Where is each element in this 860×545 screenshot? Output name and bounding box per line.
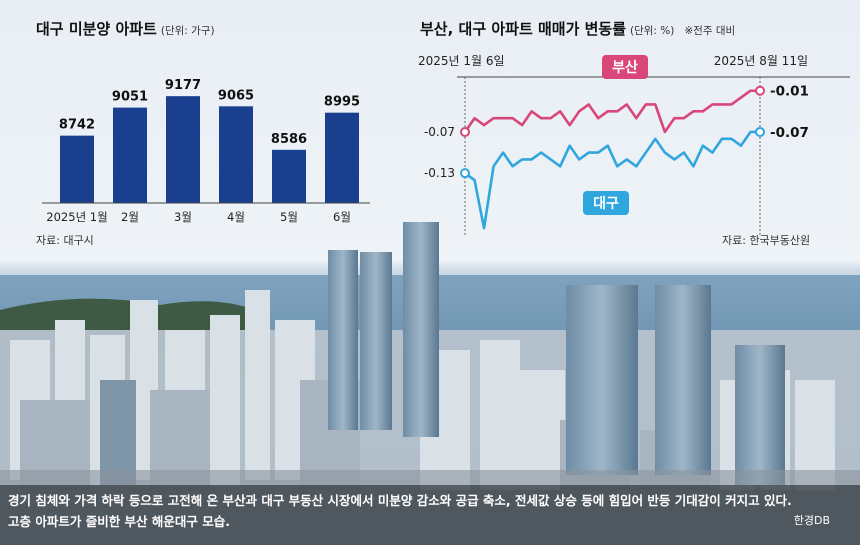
series-start-label: -0.13 [424, 166, 455, 180]
bar-value-label: 9051 [112, 90, 148, 105]
series-name-tag [602, 55, 648, 79]
series-end-point [755, 126, 765, 137]
series-end-label: -0.07 [770, 125, 809, 141]
line-chart-source: 자료: 한국부동산원 [722, 234, 811, 247]
bar-value-label: 9065 [218, 88, 254, 103]
bar-value-label: 8586 [271, 132, 307, 147]
unsold-apartments-bar-chart: 8742 2025년 1월 9051 2월 9177 3월 9065 4월 8586 5월 8995… [42, 78, 370, 224]
bar-chart-unit: (단위: 가구) [160, 25, 215, 37]
x-end-label: 2025년 8월 11일 [714, 54, 808, 68]
bar-chart-title: 대구 미분양 아파트 (단위: 가구) [36, 20, 215, 38]
bar [325, 112, 359, 203]
x-start-label: 2025년 1월 6일 [418, 54, 505, 68]
x-tick-label: 2025년 1월 [46, 210, 107, 224]
x-tick-label: 5월 [280, 210, 298, 224]
line-chart-title: 부산, 대구 아파트 매매가 변동률 (단위: %) ※전주 대비 [420, 20, 736, 38]
x-tick-label: 2월 [121, 210, 139, 224]
series-name-tag [583, 191, 629, 215]
bar [60, 135, 94, 203]
line-chart-note: ※전주 대비 [684, 25, 736, 37]
bar [219, 106, 253, 203]
bar-value-label: 8995 [324, 95, 360, 110]
series-end-label: -0.01 [770, 84, 809, 100]
series-start-point [460, 168, 470, 179]
bar-value-label: 8742 [59, 118, 95, 133]
series-start-point [460, 126, 470, 137]
bar [113, 107, 147, 203]
series-name-label: 대구 [593, 196, 619, 212]
caption-band [0, 485, 860, 545]
bar [272, 149, 306, 203]
series-line [463, 89, 760, 134]
series-line [464, 130, 760, 230]
caption-line-2: 고층 아파트가 즐비한 부산 해운대구 모습. [8, 514, 231, 529]
bar-chart-source: 자료: 대구시 [36, 234, 94, 247]
line-chart-unit: (단위: %) [630, 25, 675, 37]
x-tick-label: 4월 [227, 210, 245, 224]
caption-line-1: 경기 침체와 가격 하락 등으로 고전해 온 부산과 대구 부동산 시장에서 미… [8, 493, 792, 508]
x-tick-label: 6월 [333, 210, 351, 224]
x-tick-label: 3월 [174, 210, 192, 224]
series-end-point [755, 85, 765, 96]
series-name-label: 부산 [612, 59, 638, 76]
price-change-line-chart: 2025년 1월 6일 2025년 8월 11일 -0.07 -0.01 -0.13 -0… [418, 54, 850, 235]
series-start-label: -0.07 [424, 125, 455, 139]
photo-credit: 한경DB [793, 514, 830, 527]
bar [166, 96, 200, 203]
bar-value-label: 9177 [165, 78, 201, 93]
